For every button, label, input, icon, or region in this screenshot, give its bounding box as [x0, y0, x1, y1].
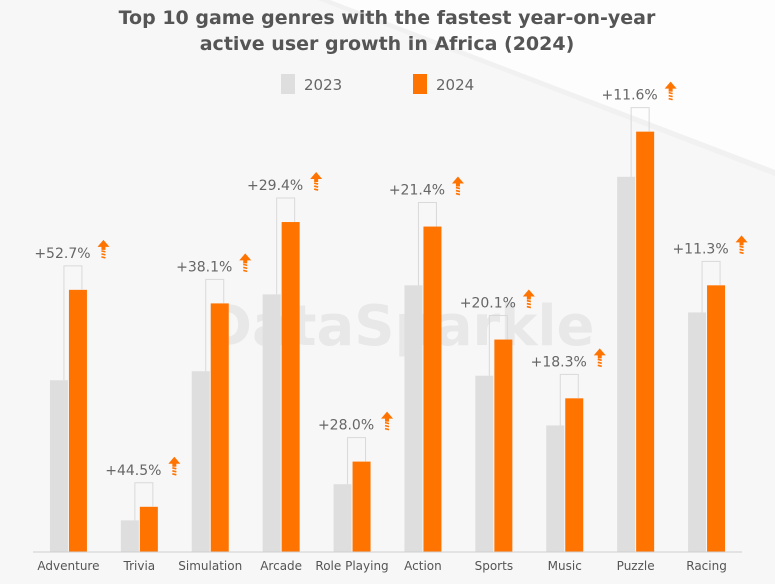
growth-label-trivia: +44.5% — [105, 463, 161, 479]
up-arrow-tail — [668, 91, 673, 101]
up-arrow-icon — [593, 348, 606, 368]
decorative-background-line — [318, 0, 775, 176]
growth-label-puzzle: +11.6% — [602, 88, 658, 104]
bar-2024-sports — [494, 339, 513, 552]
up-arrow-tail — [455, 186, 461, 196]
legend-swatch-2024 — [413, 74, 427, 94]
up-arrow-icon — [522, 289, 535, 309]
bar-2024-simulation — [210, 303, 229, 552]
up-arrow-tail — [101, 250, 106, 259]
legend: 2023 2024 — [281, 74, 474, 94]
bar-2024-trivia — [139, 506, 158, 552]
bar-2024-adventure — [68, 289, 87, 552]
up-arrow-icon — [310, 172, 323, 191]
bar-2023-trivia — [120, 520, 139, 552]
bar-2023-puzzle — [617, 176, 636, 552]
x-tick-label-simulation: Simulation — [178, 559, 242, 573]
up-arrow-icon — [451, 176, 464, 196]
up-arrow-head — [664, 81, 677, 92]
up-arrow-tail — [526, 299, 532, 309]
bar-2023-simulation — [191, 371, 210, 552]
legend-swatch-2023 — [281, 74, 295, 94]
up-arrow-head — [168, 456, 181, 467]
bar-2023-music — [546, 425, 565, 552]
bar-2024-racing — [707, 285, 726, 552]
up-arrow-icon — [97, 239, 110, 259]
bar-2024-music — [565, 398, 584, 552]
bar-2023-sports — [475, 375, 494, 552]
bar-2023-role-playing — [333, 484, 352, 552]
x-tick-label-action: Action — [404, 559, 442, 573]
chart-title-line-1: Top 10 game genres with the fastest year… — [119, 7, 656, 29]
up-arrow-head — [735, 235, 748, 246]
up-arrow-head — [522, 289, 535, 300]
up-arrow-head — [451, 176, 464, 187]
x-tick-label-sports: Sports — [475, 559, 513, 573]
growth-bracket-sports — [488, 315, 508, 376]
up-arrow-head — [381, 411, 394, 422]
growth-bracket-racing — [701, 260, 721, 313]
x-tick-label-puzzle: Puzzle — [617, 559, 655, 573]
up-arrow-head — [97, 239, 110, 250]
up-arrow-tail — [243, 263, 248, 273]
x-tick-label-trivia: Trivia — [123, 559, 156, 573]
legend-label-2023: 2023 — [304, 76, 342, 94]
up-arrow-tail — [313, 182, 319, 191]
bar-2024-role-playing — [352, 461, 371, 552]
growth-label-action: +21.4% — [389, 183, 445, 199]
up-arrow-icon — [664, 81, 677, 101]
growth-bracket-arcade — [276, 197, 296, 295]
bar-2024-puzzle — [636, 131, 655, 552]
up-arrow-tail — [172, 467, 177, 476]
bar-2024-action — [423, 226, 442, 552]
up-arrow-icon — [239, 253, 252, 273]
growth-label-role-playing: +28.0% — [318, 418, 374, 434]
up-arrow-head — [593, 348, 606, 359]
up-arrow-icon — [168, 456, 181, 476]
growth-label-racing: +11.3% — [672, 241, 728, 257]
up-arrow-head — [310, 172, 323, 183]
x-tick-label-racing: Racing — [686, 559, 727, 573]
growth-label-arcade: +29.4% — [247, 178, 303, 194]
annotations-layer: +52.7% +44.5% +38.1% +29.4% +28.0% +21.4% +20.… — [34, 81, 748, 521]
bar-2023-adventure — [49, 380, 68, 552]
growth-bracket-simulation — [205, 278, 225, 372]
x-axis-labels: Adventure Trivia Simulation Arcade Role Play… — [37, 559, 726, 573]
legend-label-2024: 2024 — [436, 76, 474, 94]
bar-2023-action — [404, 285, 423, 552]
growth-label-adventure: +52.7% — [34, 246, 90, 262]
chart-title-line-2: active user growth in Africa (2024) — [200, 33, 575, 55]
x-tick-label-adventure: Adventure — [37, 559, 99, 573]
x-tick-label-role-playing: Role Playing — [315, 559, 388, 573]
up-arrow-tail — [384, 421, 390, 431]
bars-layer — [49, 131, 726, 553]
up-arrow-icon — [735, 235, 748, 255]
bar-2023-racing — [688, 312, 707, 552]
growth-label-simulation: +38.1% — [176, 259, 232, 275]
up-arrow-tail — [597, 358, 602, 368]
up-arrow-tail — [739, 245, 744, 255]
bar-2024-arcade — [281, 222, 300, 553]
growth-bracket-action — [417, 202, 437, 286]
growth-bracket-role-playing — [347, 437, 367, 485]
growth-bracket-puzzle — [630, 107, 650, 177]
growth-label-sports: +20.1% — [460, 296, 516, 312]
growth-bracket-trivia — [134, 482, 154, 521]
x-tick-label-arcade: Arcade — [260, 559, 302, 573]
up-arrow-head — [239, 253, 252, 264]
growth-label-music: +18.3% — [531, 354, 587, 370]
growth-bracket-music — [559, 373, 579, 426]
up-arrow-icon — [381, 411, 394, 431]
growth-bracket-adventure — [63, 265, 83, 381]
bar-2023-arcade — [262, 294, 281, 552]
x-tick-label-music: Music — [548, 559, 582, 573]
